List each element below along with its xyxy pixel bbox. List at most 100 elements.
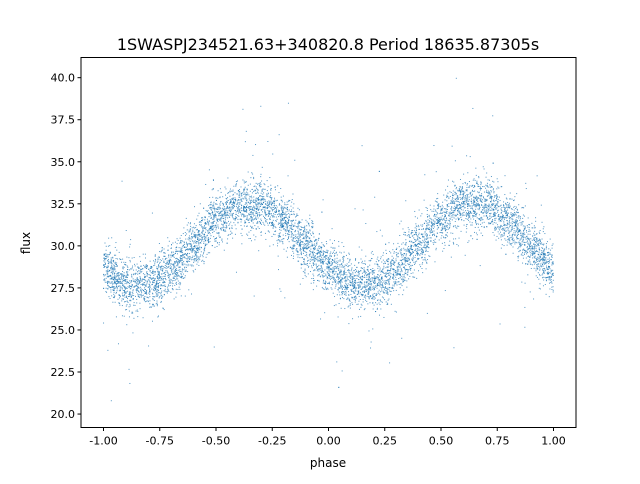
data-point [446, 229, 448, 231]
data-point [541, 277, 543, 279]
data-point [369, 272, 371, 274]
data-point [155, 259, 157, 261]
data-point [386, 291, 388, 293]
data-point [134, 263, 136, 265]
data-point [136, 288, 138, 290]
data-point [343, 272, 345, 274]
data-point [533, 298, 535, 300]
data-point [320, 254, 322, 256]
data-point [319, 246, 321, 248]
data-point [357, 271, 359, 273]
data-point [450, 216, 452, 218]
data-point [105, 249, 107, 251]
data-point [533, 234, 535, 236]
data-point [387, 263, 389, 265]
data-point [359, 281, 361, 283]
data-point [351, 283, 353, 285]
data-point [376, 263, 378, 265]
data-point [267, 207, 269, 209]
data-point [507, 205, 509, 207]
data-point [481, 201, 483, 203]
data-point [412, 264, 414, 266]
data-point [228, 208, 230, 210]
data-point [296, 236, 298, 238]
data-point [545, 254, 547, 256]
data-point [552, 274, 554, 276]
data-point [369, 283, 371, 285]
data-point [474, 205, 476, 207]
data-point [501, 206, 503, 208]
data-point [314, 269, 316, 271]
data-point [320, 250, 322, 252]
data-point [466, 200, 468, 202]
data-point [334, 247, 336, 249]
data-point [198, 264, 200, 266]
data-point [208, 213, 210, 215]
data-point [359, 276, 361, 278]
data-point [194, 247, 196, 249]
data-point [527, 248, 529, 250]
data-point [259, 221, 261, 223]
data-point [107, 260, 109, 262]
data-point [442, 206, 444, 208]
data-point [333, 305, 335, 307]
data-point [480, 204, 482, 206]
data-point [368, 273, 370, 275]
data-point [337, 316, 339, 318]
data-point [113, 289, 115, 291]
data-point [304, 269, 306, 271]
data-point [313, 270, 315, 272]
data-point [509, 243, 511, 245]
data-point [127, 296, 129, 298]
data-point [262, 193, 264, 195]
data-point [346, 298, 348, 300]
data-point [426, 213, 428, 215]
data-point [355, 282, 357, 284]
data-point [435, 249, 437, 251]
data-point [382, 279, 384, 281]
data-point [262, 199, 264, 201]
data-point [180, 273, 182, 275]
data-point [348, 323, 350, 325]
data-point [494, 212, 496, 214]
data-point [355, 288, 357, 290]
data-point [164, 288, 166, 290]
data-point [267, 186, 269, 188]
data-point [119, 302, 121, 304]
data-point [268, 212, 270, 214]
data-point [457, 189, 459, 191]
data-point [245, 130, 247, 132]
data-point [498, 187, 500, 189]
data-point [107, 282, 109, 284]
data-point [208, 231, 210, 233]
data-point [513, 214, 515, 216]
data-point [267, 206, 269, 208]
data-point [194, 206, 196, 208]
data-point [383, 297, 385, 299]
data-point [471, 185, 473, 187]
data-point [331, 284, 333, 286]
data-point [538, 257, 540, 259]
data-point [297, 256, 299, 258]
data-point [255, 216, 257, 218]
data-point [218, 218, 220, 220]
data-point [402, 278, 404, 280]
data-point [374, 297, 376, 299]
data-point [277, 255, 279, 257]
data-point [516, 242, 518, 244]
data-point [414, 263, 416, 265]
data-point [249, 238, 251, 240]
data-point [476, 224, 478, 226]
data-point [162, 284, 164, 286]
data-point [526, 253, 528, 255]
data-point [307, 222, 309, 224]
data-point [348, 294, 350, 296]
data-point [172, 280, 174, 282]
data-point [429, 234, 431, 236]
data-point [119, 287, 121, 289]
data-point [187, 222, 189, 224]
data-point [366, 286, 368, 288]
data-point [411, 231, 413, 233]
data-point [348, 265, 350, 267]
data-point [133, 257, 135, 259]
